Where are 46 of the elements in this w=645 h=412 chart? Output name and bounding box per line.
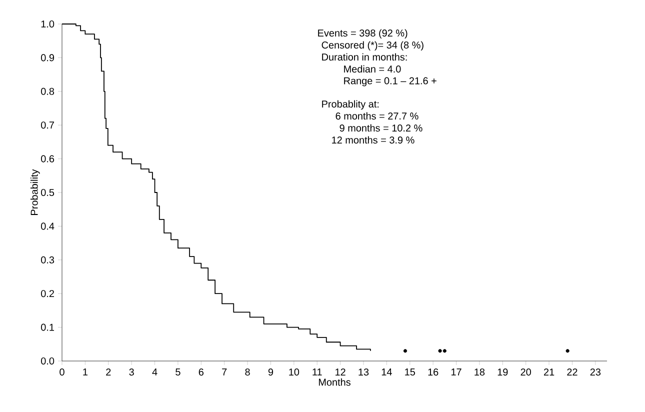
x-tick-label: 7 bbox=[222, 368, 227, 376]
x-tick-label: 10 bbox=[289, 368, 300, 376]
x-tick-label: 23 bbox=[590, 368, 601, 376]
x-tick-label: 21 bbox=[544, 368, 554, 376]
y-tick-label: 0.6 bbox=[41, 155, 54, 162]
annotation: Duration in months: bbox=[322, 53, 407, 61]
y-tick-label: 0.3 bbox=[41, 256, 54, 264]
annotation: 9 months = 10.2 % bbox=[340, 124, 422, 132]
annotation: 6 months = 27.7 % bbox=[336, 112, 418, 120]
x-tick-label: 20 bbox=[520, 368, 531, 376]
x-tick-label: 18 bbox=[474, 368, 485, 376]
y-tick-label: 0.2 bbox=[41, 290, 54, 298]
x-axis-title: Months bbox=[318, 378, 350, 386]
annotation: Censored (*)= 34 (8 %) bbox=[322, 41, 424, 51]
annotation: 12 months = 3.9 % bbox=[332, 136, 414, 144]
x-tick-label: 15 bbox=[405, 368, 415, 376]
x-tick-label: 9 bbox=[268, 368, 274, 376]
x-tick-label: 4 bbox=[152, 368, 158, 376]
y-tick-label: 0.1 bbox=[41, 324, 54, 331]
y-tick-label: 0.5 bbox=[41, 188, 54, 196]
annotation: Range = 0.1 – 21.6 + bbox=[344, 77, 436, 86]
y-tick-label: 1.0 bbox=[41, 20, 54, 28]
x-tick-label: 1 bbox=[83, 368, 88, 376]
x-tick-label: 5 bbox=[176, 368, 180, 376]
y-tick-label: 0.7 bbox=[41, 122, 54, 129]
x-tick-label: 3 bbox=[129, 368, 134, 376]
y-tick-label: 0.0 bbox=[41, 357, 54, 365]
y-axis-title: Probability bbox=[30, 169, 40, 215]
y-tick-label: 0.8 bbox=[41, 88, 54, 95]
annotation: Median = 4.0 bbox=[344, 65, 401, 73]
x-tick-label: 12 bbox=[336, 368, 346, 376]
y-tick-label: 0.9 bbox=[41, 54, 54, 62]
x-tick-label: 11 bbox=[312, 368, 322, 376]
x-tick-label: 8 bbox=[245, 368, 250, 376]
x-tick-label: 2 bbox=[106, 368, 111, 376]
x-tick-label: 13 bbox=[358, 368, 369, 376]
x-tick-label: 14 bbox=[382, 368, 392, 376]
annotation: Events = 398 (92 %) bbox=[318, 29, 408, 39]
x-tick-label: 17 bbox=[451, 368, 462, 376]
y-tick-label: 0.4 bbox=[41, 222, 54, 230]
annotation: Probablity at: bbox=[322, 100, 379, 110]
x-tick-label: 16 bbox=[428, 368, 438, 376]
x-tick-label: 0 bbox=[60, 368, 64, 376]
x-tick-label: 6 bbox=[198, 368, 204, 376]
x-tick-label: 22 bbox=[567, 368, 578, 376]
x-tick-label: 19 bbox=[498, 368, 508, 376]
